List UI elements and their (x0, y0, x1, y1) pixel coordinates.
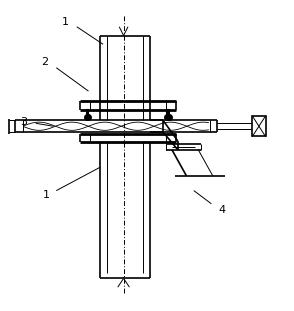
Bar (252, 116, 265, 137)
Text: 4: 4 (218, 205, 225, 215)
Text: 1: 1 (43, 190, 50, 200)
Text: 1: 1 (61, 17, 69, 27)
Text: 3: 3 (21, 117, 28, 127)
Text: 2: 2 (41, 57, 48, 67)
